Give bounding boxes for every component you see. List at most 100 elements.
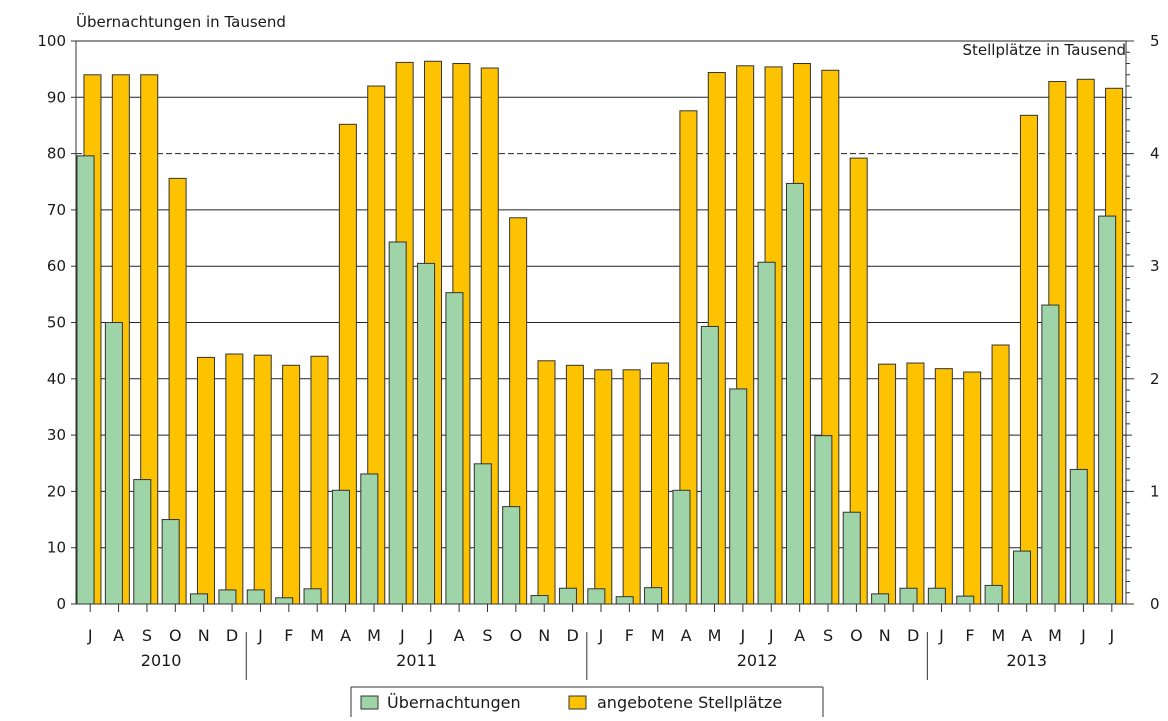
bar-stellplaetze: [906, 362, 925, 605]
month-label: M: [367, 626, 381, 645]
month-label: D: [907, 626, 919, 645]
right-tick-label: 3: [1150, 257, 1160, 275]
year-label: 2011: [396, 651, 437, 670]
bar-uebernachtungen: [331, 489, 350, 605]
bar-stellplaetze: [565, 364, 584, 605]
month-label: F: [965, 626, 974, 645]
legend-swatch-uebernachtungen: [360, 695, 379, 710]
left-tick-label: 0: [56, 595, 66, 613]
bar-stellplaetze: [537, 360, 556, 605]
month-label: A: [454, 626, 465, 645]
month-label: J: [740, 626, 746, 645]
bar-stellplaetze: [310, 355, 329, 605]
month-label: J: [1108, 626, 1114, 645]
bar-uebernachtungen: [161, 519, 180, 605]
bar-uebernachtungen: [615, 596, 634, 605]
bar-uebernachtungen: [303, 588, 322, 605]
right-tick-label: 5: [1150, 32, 1160, 50]
bar-uebernachtungen: [984, 584, 1003, 605]
bar-uebernachtungen: [700, 325, 719, 605]
axes: [71, 40, 1134, 680]
left-tick-label: 90: [47, 88, 66, 106]
legend: Übernachtungen angebotene Stellplätze: [350, 686, 824, 717]
bar-uebernachtungen: [672, 489, 691, 605]
month-label: J: [938, 626, 944, 645]
month-label: D: [226, 626, 238, 645]
bar-uebernachtungen: [218, 589, 237, 605]
bar-stellplaetze: [282, 364, 301, 605]
year-label: 2012: [737, 651, 778, 670]
legend-swatch-stellplaetze: [568, 695, 587, 710]
bar-uebernachtungen: [558, 587, 577, 605]
bar-uebernachtungen: [133, 479, 152, 605]
bar-stellplaetze: [196, 356, 215, 605]
bar-stellplaetze: [878, 363, 897, 605]
month-label: M: [991, 626, 1005, 645]
month-label: A: [1021, 626, 1032, 645]
month-label: F: [625, 626, 634, 645]
bar-uebernachtungen: [275, 597, 294, 605]
bar-stellplaetze: [253, 354, 272, 605]
grid-lines: [76, 40, 1126, 549]
month-label: A: [340, 626, 351, 645]
right-tick-label: 4: [1150, 145, 1160, 163]
bar-uebernachtungen: [587, 588, 606, 605]
bars: [76, 60, 1124, 605]
right-tick-label: 2: [1150, 370, 1160, 388]
bar-uebernachtungen: [785, 182, 804, 605]
month-label: M: [1048, 626, 1062, 645]
bar-uebernachtungen: [246, 589, 265, 605]
right-tick-label: 0: [1150, 595, 1160, 613]
month-label: N: [879, 626, 891, 645]
bar-stellplaetze: [594, 369, 613, 605]
bar-uebernachtungen: [417, 262, 436, 605]
bar-uebernachtungen: [871, 593, 890, 605]
month-label: D: [566, 626, 578, 645]
bar-uebernachtungen: [1012, 550, 1032, 605]
month-label: F: [284, 626, 293, 645]
left-tick-label: 10: [47, 539, 66, 557]
month-label: J: [87, 626, 93, 645]
bar-uebernachtungen: [445, 292, 464, 605]
bar-uebernachtungen: [1098, 215, 1117, 605]
bar-uebernachtungen: [729, 388, 748, 605]
bar-stellplaetze: [934, 368, 953, 605]
bar-stellplaetze: [225, 353, 244, 605]
left-tick-label: 50: [47, 314, 66, 332]
legend-label-uebernachtungen: Übernachtungen: [387, 693, 521, 712]
month-label: J: [399, 626, 405, 645]
left-tick-label: 60: [47, 257, 66, 275]
left-tick-label: 70: [47, 201, 66, 219]
bar-uebernachtungen: [644, 587, 663, 605]
month-label: O: [169, 626, 182, 645]
bar-uebernachtungen: [104, 322, 123, 605]
bar-uebernachtungen: [473, 463, 492, 605]
month-label: A: [681, 626, 692, 645]
month-label: N: [198, 626, 210, 645]
left-tick-label: 40: [47, 370, 66, 388]
month-label: M: [651, 626, 665, 645]
right-tick-label: 1: [1150, 482, 1160, 500]
bar-stellplaetze: [1019, 114, 1038, 605]
month-label: O: [850, 626, 863, 645]
month-label: J: [257, 626, 263, 645]
bar-uebernachtungen: [190, 593, 209, 605]
month-label: S: [823, 626, 833, 645]
bar-uebernachtungen: [388, 241, 407, 605]
left-tick-label: 20: [47, 482, 66, 500]
bar-uebernachtungen: [757, 261, 776, 605]
month-label: J: [598, 626, 604, 645]
bar-stellplaetze: [622, 369, 641, 605]
month-label: J: [1080, 626, 1086, 645]
year-label: 2013: [1006, 651, 1047, 670]
bar-stellplaetze: [651, 362, 670, 605]
bar-uebernachtungen: [530, 595, 549, 605]
left-tick-label: 100: [37, 32, 66, 50]
bar-uebernachtungen: [360, 473, 379, 605]
bar-uebernachtungen: [1041, 304, 1060, 605]
year-label: 2010: [141, 651, 182, 670]
bar-uebernachtungen: [899, 587, 918, 605]
